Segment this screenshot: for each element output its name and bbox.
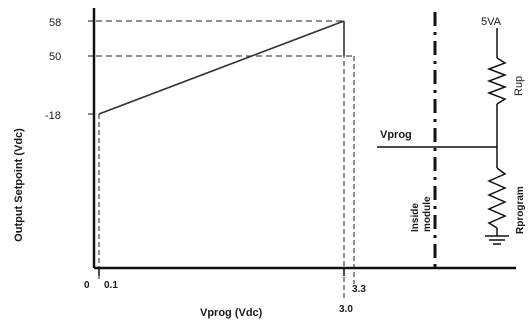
supply-label: 5VA — [481, 16, 502, 28]
rprogram-label: Rprogram — [515, 186, 526, 234]
x-tick-3-0: 3.0 — [339, 304, 353, 315]
vprog-label: Vprog — [380, 129, 412, 141]
x-tick-0: 0 — [84, 280, 90, 291]
inside-label-2: module — [422, 196, 433, 232]
x-tick-0-1: 0.1 — [104, 280, 118, 291]
y-tick-50: 50 — [49, 51, 61, 63]
y-tick-58: 58 — [49, 17, 61, 29]
rup-label: Rup — [513, 76, 525, 96]
y-axis-label: Output Setpoint (Vdc) — [13, 128, 25, 242]
x-axis-label: Vprog (Vdc) — [200, 307, 263, 319]
rprogram-resistor — [487, 167, 507, 229]
inside-label-1: Inside — [410, 203, 421, 232]
y-tick-neg18: -18 — [45, 110, 61, 122]
setpoint-line — [98, 20, 345, 115]
rup-resistor — [486, 57, 508, 105]
x-tick-3-3: 3.3 — [352, 284, 366, 295]
